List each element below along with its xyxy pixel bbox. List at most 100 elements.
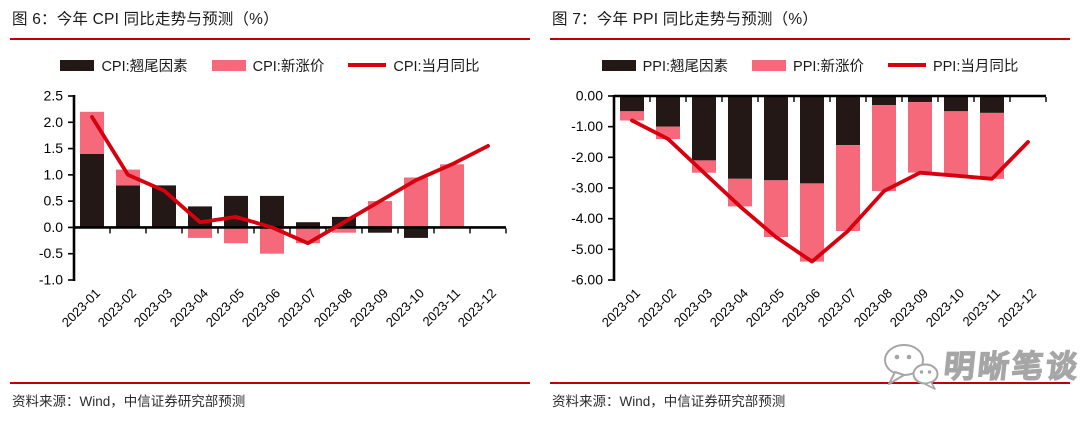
stacked-bar-segment: [764, 96, 788, 181]
yoy-line-series: [90, 115, 490, 246]
x-tick-label: 2023-05: [743, 286, 787, 330]
stacked-bar-segment: [980, 96, 1004, 113]
y-tick-label: 1.5: [44, 140, 64, 156]
y-axis: 2.5 2.0 1.5 1.0 0.5 0.0 -0.5 -1.0: [39, 88, 76, 288]
y-tick-label: 2.5: [44, 88, 64, 104]
x-tick-label: 2023-08: [851, 286, 895, 330]
stacked-bar-segment: [908, 102, 932, 173]
legend-label: CPI:翘尾因素: [101, 58, 188, 75]
y-tick-label: -1.00: [571, 118, 603, 134]
x-tick-label: 2023-02: [635, 286, 679, 330]
x-tick-label: 2023-05: [203, 286, 247, 330]
y-tick-label: -6.00: [571, 272, 603, 288]
stacked-bar-segment: [980, 112, 1004, 179]
y-tick-label: -0.5: [39, 245, 63, 261]
stacked-bar-segment: [872, 105, 896, 192]
x-tick-label: 2023-11: [419, 286, 463, 330]
x-tick-label: 2023-06: [239, 286, 283, 330]
wechat-icon: [884, 344, 939, 390]
legend-label: PPI:翘尾因素: [642, 58, 729, 75]
y-tick-label: 2.0: [44, 114, 64, 130]
bars-group: [80, 111, 464, 254]
stacked-bar-segment: [260, 195, 284, 228]
x-tick-label: 2023-01: [599, 286, 643, 330]
stacked-bar-segment: [404, 227, 428, 238]
x-tick-label: 2023-07: [275, 286, 319, 330]
stacked-bar-segment: [368, 227, 392, 233]
legend-swatch-pink-bar: [211, 59, 246, 71]
stacked-bar-segment: [440, 164, 464, 228]
legend-swatch-red-line: [348, 63, 387, 67]
legend-item: CPI:新涨价: [211, 55, 325, 76]
source-note: 资料来源：Wind，中信证券研究部预测: [12, 394, 246, 409]
legend-item: CPI:翘尾因素: [60, 55, 188, 76]
stacked-bar-segment: [116, 169, 140, 186]
stacked-bar-segment: [188, 227, 212, 238]
watermark: 明晰笔谈: [882, 342, 1080, 390]
y-tick-label: 0.00: [576, 88, 603, 104]
legend-item: PPI:新涨价: [752, 55, 864, 76]
stacked-bar-segment: [80, 153, 104, 228]
stacked-bar-segment: [620, 111, 644, 121]
x-tick-label: 2023-01: [59, 286, 103, 330]
stacked-bar-segment: [692, 96, 716, 161]
y-tick-label: 1.0: [44, 166, 64, 182]
x-tick-label: 2023-11: [959, 286, 1003, 330]
y-tick-label: 0.5: [44, 193, 64, 209]
yoy-line-series: [630, 118, 1030, 264]
x-tick-label: 2023-09: [347, 286, 391, 330]
figure-ppi-title: 图 7：今年 PPI 同比走势与预测（%）: [552, 11, 819, 28]
footer-divider: [550, 382, 1070, 384]
legend-label: PPI:新涨价: [793, 58, 864, 75]
stacked-bar-segment: [620, 96, 644, 112]
legend-swatch-dark-bar: [60, 59, 95, 71]
stacked-bar-segment: [332, 227, 356, 233]
x-tick-label: 2023-04: [707, 286, 751, 330]
x-tick-label: 2023-06: [779, 286, 823, 330]
x-tick-label: 2023-03: [131, 286, 175, 330]
stacked-bar-segment: [728, 178, 752, 207]
x-axis: [73, 226, 507, 234]
stacked-bar-segment: [296, 222, 320, 228]
x-tick-label: 2023-02: [95, 286, 139, 330]
title-divider: [10, 38, 530, 40]
ppi-chart: 0.00-1.00-2.00-3.00-4.00-5.00-6.002023-0…: [571, 88, 1047, 330]
bars-group: [620, 96, 1004, 262]
legend-item: PPI:当月同比: [887, 55, 1019, 76]
legend-swatch-dark-bar: [601, 59, 636, 71]
x-tick-label: 2023-12: [995, 286, 1039, 330]
x-tick-label: 2023-03: [671, 286, 715, 330]
stacked-bar-segment: [944, 111, 968, 176]
y-tick-label: -3.00: [571, 180, 603, 196]
x-axis: [613, 94, 1047, 102]
y-tick-label: -1.0: [39, 272, 63, 288]
legend-label: PPI:当月同比: [932, 58, 1019, 75]
x-tick-label: 2023-08: [311, 286, 355, 330]
stacked-bar-segment: [764, 180, 788, 237]
stacked-bar-segment: [836, 96, 860, 146]
figure-ppi-panel: 图 7：今年 PPI 同比走势与预测（%） PPI:翘尾因素 PPI:新涨价 PPI…: [540, 0, 1080, 418]
stacked-bar-segment: [944, 96, 968, 112]
legend-label: CPI:当月同比: [393, 58, 480, 75]
cpi-legend: CPI:翘尾因素 CPI:新涨价 CPI:当月同比: [10, 54, 530, 76]
x-tick-labels: 2023-012023-022023-032023-042023-052023-…: [59, 286, 499, 330]
cpi-chart: 2.5 2.0 1.5 1.0 0.5 0.0 -0.5 -1.02023-012023-02…: [39, 88, 507, 330]
y-tick-label: -2.00: [571, 149, 603, 165]
x-tick-label: 2023-09: [887, 286, 931, 330]
legend-item: PPI:翘尾因素: [601, 55, 729, 76]
x-tick-label: 2023-04: [167, 286, 211, 330]
stacked-bar-segment: [116, 185, 140, 228]
stacked-bar-segment: [800, 183, 824, 262]
stacked-bar-segment: [872, 96, 896, 106]
y-tick-label: 0.0: [44, 219, 64, 235]
watermark-text: 明晰笔谈: [942, 348, 1080, 384]
x-tick-labels: 2023-012023-022023-032023-042023-052023-…: [599, 286, 1039, 330]
source-note: 资料来源：Wind，中信证券研究部预测: [552, 394, 786, 409]
stacked-bar-segment: [224, 227, 248, 244]
x-tick-label: 2023-10: [383, 286, 427, 330]
y-axis: 0.00 -1.00 -2.00 -3.00 -4.00 -5.00 -6.00: [571, 88, 616, 288]
stacked-bar-segment: [224, 195, 248, 228]
footer-divider: [10, 382, 530, 384]
legend-label: CPI:新涨价: [252, 58, 325, 75]
